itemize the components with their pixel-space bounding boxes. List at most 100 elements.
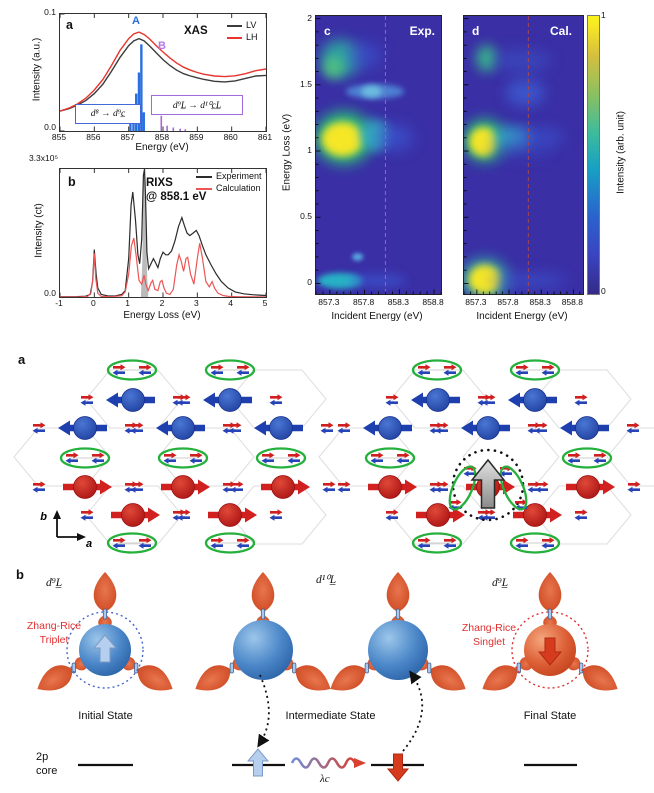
config-label-intermediate: d¹⁰L̲ xyxy=(316,574,337,586)
tick-label: 858.8 xyxy=(422,297,444,307)
heat-exp-x-ticks: 857.3 857.8 858.3 858.8 xyxy=(315,297,444,308)
legend-label-calculation: Calculation xyxy=(216,183,261,193)
xas-ytick-bottom: 0.0 xyxy=(44,122,56,132)
zhang-rice-singlet-label: Zhang-Rice Singlet xyxy=(461,622,517,648)
legend-label-lv: LV xyxy=(246,20,257,30)
rixs-ytick-top: 3.3x10⁵ xyxy=(28,153,58,163)
tick-label: 5 xyxy=(262,298,268,308)
xas-transition-box-purple: d⁹L̲ → d¹⁰c̲L̲ xyxy=(151,95,243,115)
tick-label: 0 xyxy=(90,298,96,308)
zhang-rice-triplet-label: Zhang-Rice Triplet xyxy=(26,620,82,646)
intermediate-cluster-right xyxy=(324,572,472,699)
state-label-initial: Initial State xyxy=(78,710,133,722)
tick-label: 858 xyxy=(154,132,170,142)
spin-down-arrow-final xyxy=(537,637,563,666)
xas-title: XAS xyxy=(184,25,208,37)
tick-label: 857.8 xyxy=(352,297,375,307)
tick-label: 1 xyxy=(125,298,131,308)
rixs-title-line1: RIXS xyxy=(146,177,173,189)
photon-wavelength-label: λc xyxy=(320,773,330,785)
state-label-final: Final State xyxy=(523,710,577,722)
tick-label: 2 xyxy=(307,12,312,23)
rixs-x-axis-label: Energy Loss (eV) xyxy=(123,310,201,321)
nickel-site-intermediate-left xyxy=(233,620,293,680)
zhang-rice-process-diagram xyxy=(31,572,624,782)
heat-exp-y-ticks: 0 0.5 1 1.5 2 xyxy=(280,12,312,293)
axis-b-arrowhead xyxy=(53,510,61,519)
panel-b-letter: b xyxy=(68,175,76,189)
heat-cal-x-ticks: 857.3 857.8 858.3 858.8 xyxy=(463,297,583,308)
tick-label: 858.3 xyxy=(529,297,551,307)
tick-label: 858.8 xyxy=(561,297,583,307)
config-label-initial: d⁹L̲ xyxy=(46,577,63,589)
xas-y-axis-label: Intensity (a.u.) xyxy=(31,37,43,102)
axis-a-label: a xyxy=(86,538,92,550)
tick-label: 855 xyxy=(51,132,67,142)
initial-state-cluster xyxy=(31,572,179,699)
tick-label: 857.3 xyxy=(318,297,340,307)
excitation-arrow-right xyxy=(402,670,424,752)
tick-label: 0 xyxy=(307,277,312,288)
colorbar xyxy=(587,15,600,295)
core-spin-up-arrow xyxy=(246,748,270,777)
tick-label: 2 xyxy=(159,298,165,308)
spin-up-arrow-initial xyxy=(92,634,118,663)
rixs-map-experiment xyxy=(315,15,442,295)
tick-label: 857.8 xyxy=(497,297,519,307)
tick-label: 858.3 xyxy=(387,297,409,307)
tick-label: 860 xyxy=(223,132,238,142)
xas-x-axis-label: Energy (eV) xyxy=(135,142,189,153)
xas-ytick-top: 0.1 xyxy=(44,7,56,17)
intermediate-cluster-left xyxy=(189,572,337,699)
legend-line-lv xyxy=(227,25,242,27)
legend-line-lh xyxy=(227,37,242,39)
flipped-spin-gray-arrow xyxy=(470,458,506,509)
xas-transition-box-blue: d⁸ → d⁹c̲ xyxy=(75,104,141,124)
final-state-cluster xyxy=(476,572,624,699)
core-level-label: 2p core xyxy=(36,751,58,778)
core-spin-down-arrow xyxy=(386,753,410,782)
tick-label: 857.3 xyxy=(465,297,487,307)
panel-a-letter: a xyxy=(66,18,73,32)
rixs-x-ticks: -1 0 1 2 3 4 5 xyxy=(55,298,268,309)
rixs-y-axis-label: Intensity (ct) xyxy=(33,203,45,258)
tick-label: 859 xyxy=(189,132,204,142)
rixs-title-line2: @ 858.1 eV xyxy=(146,191,207,203)
panel-c-corner-label: Exp. xyxy=(409,24,435,38)
tick-label: -1 xyxy=(55,298,63,308)
rixs-ytick-bottom: 0.0 xyxy=(44,288,56,298)
tick-label: 1.5 xyxy=(300,78,312,89)
photon-arrowhead xyxy=(354,758,366,768)
colorbar-min-label: 0 xyxy=(601,286,606,296)
panel-c-letter: c xyxy=(324,24,331,38)
tick-label: 861 xyxy=(257,132,273,142)
axis-b-label: b xyxy=(40,511,47,523)
tick-label: 857 xyxy=(120,132,135,142)
process-panel-letter: b xyxy=(16,567,24,582)
heat-cal-x-axis-label: Incident Energy (eV) xyxy=(476,311,568,322)
config-label-final: d⁹L̲ xyxy=(492,577,509,589)
tick-label: 4 xyxy=(228,298,234,308)
legend-line-calculation xyxy=(196,188,212,190)
xas-peak-a-label: A xyxy=(132,15,140,27)
state-label-intermediate: Intermediate State xyxy=(285,710,376,722)
xas-x-ticks: 855 856 857 858 859 860 861 xyxy=(52,132,272,143)
legend-line-experiment xyxy=(196,176,212,178)
spin-lattice-diagram: b a xyxy=(13,359,654,554)
zhang-r-singlet-circle xyxy=(511,611,589,689)
tick-label: 856 xyxy=(86,132,101,142)
legend-label-experiment: Experiment xyxy=(216,171,262,181)
axis-a-arrowhead xyxy=(77,533,86,541)
tick-label: 1 xyxy=(307,145,312,156)
nickel-site-intermediate-right xyxy=(368,620,428,680)
decay-arrow-left xyxy=(257,674,270,748)
photon-wavy-line xyxy=(290,757,357,769)
xas-peak-b-label: B xyxy=(158,40,166,52)
colorbar-label: Intensity (arb. unit) xyxy=(615,111,627,194)
lattice-panel-letter: a xyxy=(18,352,26,367)
zhang-rice-triplet-circle xyxy=(66,611,144,689)
rixs-map-calculation xyxy=(463,15,584,295)
panel-d-corner-label: Cal. xyxy=(549,24,572,38)
tick-label: 3 xyxy=(193,298,199,308)
